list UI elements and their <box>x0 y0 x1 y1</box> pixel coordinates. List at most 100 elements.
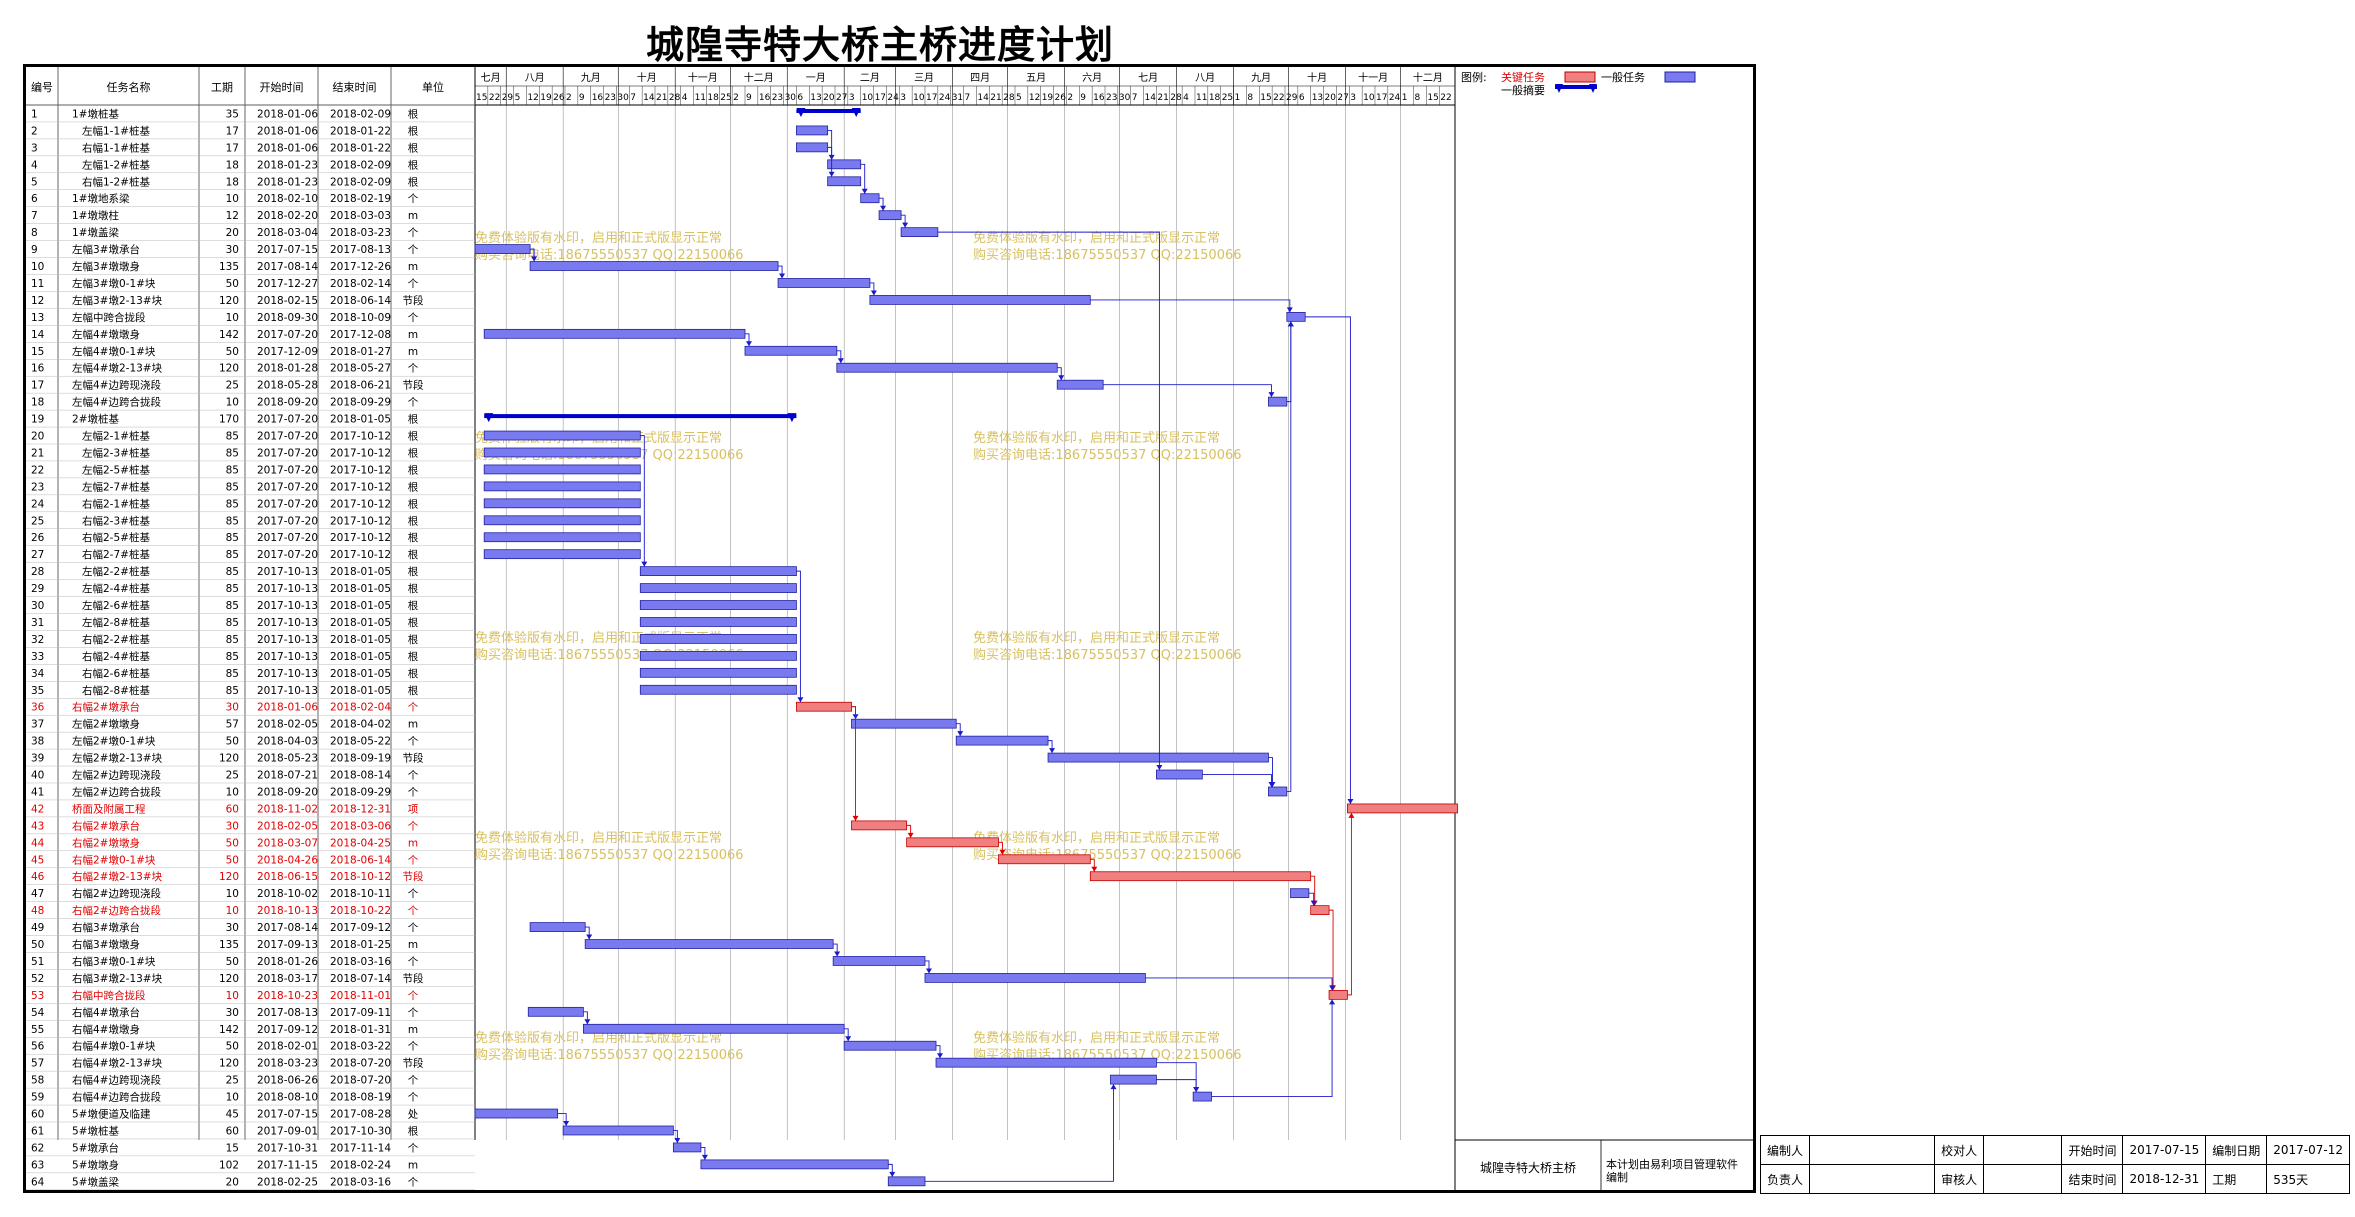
reviewer-value <box>1809 1164 1936 1194</box>
task-unit: 个 <box>408 922 419 934</box>
task-duration: 120 <box>219 973 239 985</box>
watermark-line1: 免费体验版有水印，启用和正式版显示正常 <box>475 230 722 246</box>
task-unit: m <box>408 1159 418 1171</box>
task-id: 13 <box>31 312 44 324</box>
day-tick-label: 10 <box>862 93 874 103</box>
task-name: 5#墩桩基 <box>72 1124 119 1137</box>
task-end: 2017-08-28 <box>330 1109 391 1121</box>
task-id: 50 <box>31 939 44 951</box>
task-name: 左幅2-1#桩基 <box>82 430 150 443</box>
gantt-chart: 编号 任务名称 工期 开始时间 结束时间 单位 七月 八月 九月 十月 十一月 十二月 一月 二月 三月 四月… <box>26 67 1753 1190</box>
task-bar <box>483 498 641 509</box>
task-bar <box>483 549 641 560</box>
task-end: 2017-10-12 <box>330 498 391 510</box>
task-bar <box>639 600 797 610</box>
task-unit: 根 <box>408 514 419 527</box>
dependency-arrowhead <box>586 934 593 940</box>
task-unit: 根 <box>408 650 419 663</box>
task-start: 2018-01-06 <box>257 125 318 137</box>
task-end: 2018-06-14 <box>330 295 391 307</box>
day-tick-label: 4 <box>1183 93 1189 103</box>
day-tick-label: 30 <box>1119 93 1131 103</box>
task-end: 2018-02-24 <box>330 1159 391 1171</box>
dependency-arrowhead <box>1049 748 1056 754</box>
task-id: 52 <box>31 973 44 985</box>
task-start: 2017-10-31 <box>257 1142 318 1154</box>
task-start: 2018-01-06 <box>257 142 318 154</box>
task-unit: 根 <box>408 480 419 493</box>
task-duration: 30 <box>226 244 239 256</box>
task-duration: 10 <box>226 397 239 409</box>
task-bar <box>955 735 1049 746</box>
col-unit-header: 单位 <box>422 80 444 94</box>
task-bar <box>851 718 957 729</box>
task-id: 46 <box>31 871 45 883</box>
task-start: 2018-03-04 <box>257 227 318 239</box>
day-tick-label: 20 <box>823 93 835 103</box>
task-bar <box>1192 1091 1212 1102</box>
legend-critical-label: 关键任务 <box>1501 70 1545 84</box>
signature-table: 编制人 校对人 开始时间 2017-07-15 编制日期 2017-07-12 … <box>1759 1135 2350 1194</box>
task-end: 2018-06-14 <box>330 854 391 866</box>
dependency-arrowhead <box>1329 999 1336 1005</box>
task-name: 右幅2#墩承台 <box>72 819 140 832</box>
task-name: 右幅1-1#桩基 <box>82 141 150 154</box>
task-end: 2018-08-19 <box>330 1092 391 1104</box>
task-id: 10 <box>31 261 44 273</box>
task-start: 2018-02-01 <box>257 1041 318 1053</box>
legend-label: 图例: <box>1461 70 1487 84</box>
dependency-arrowhead <box>828 171 835 177</box>
task-bar <box>1110 1074 1157 1085</box>
dependency-arrowhead <box>701 1154 708 1160</box>
task-end: 2018-10-22 <box>330 905 391 917</box>
task-start: 2017-07-20 <box>257 498 318 510</box>
task-duration: 50 <box>226 854 239 866</box>
task-id: 55 <box>31 1024 44 1036</box>
task-duration: 120 <box>219 753 239 765</box>
task-name: 右幅2-6#桩基 <box>82 667 150 680</box>
task-name: 左幅4#边跨合拢段 <box>72 396 161 409</box>
task-unit: 个 <box>408 820 419 832</box>
day-tick-label: 26 <box>1055 93 1067 103</box>
task-id: 22 <box>31 464 44 476</box>
task-id: 35 <box>31 685 44 697</box>
dependency-link <box>1347 812 1352 996</box>
task-name: 左幅2#边跨合拢段 <box>72 785 161 798</box>
dependency-arrowhead <box>925 968 932 974</box>
task-start: 2018-02-05 <box>257 820 318 832</box>
watermark-line1: 免费体验版有水印，启用和正式版显示正常 <box>475 830 722 846</box>
task-duration: 85 <box>226 600 239 612</box>
task-end: 2018-02-14 <box>330 278 391 290</box>
task-name: 右幅3#墩0-1#块 <box>72 955 156 968</box>
task-bar <box>869 295 1091 305</box>
task-name: 右幅2-2#桩基 <box>82 633 150 646</box>
month-label: 三月 <box>914 72 934 84</box>
day-tick-label: 12 <box>1029 93 1040 103</box>
task-unit: m <box>408 719 418 731</box>
task-duration: 35 <box>226 108 239 120</box>
task-id: 17 <box>31 380 44 392</box>
task-bar <box>639 634 797 644</box>
day-tick-label: 2 <box>1067 93 1073 103</box>
month-label: 八月 <box>525 72 545 84</box>
task-duration: 30 <box>226 1007 239 1019</box>
task-start: 2018-10-23 <box>257 990 318 1002</box>
task-unit: 个 <box>408 888 419 900</box>
task-end: 2018-09-19 <box>330 753 391 765</box>
task-bar <box>483 481 641 492</box>
task-end: 2017-10-30 <box>330 1125 391 1137</box>
task-end: 2017-10-12 <box>330 532 391 544</box>
task-name: 左幅2-7#桩基 <box>82 480 150 493</box>
watermark-line1: 免费体验版有水印，启用和正式版显示正常 <box>973 630 1220 646</box>
watermark-line1: 免费体验版有水印，启用和正式版显示正常 <box>973 230 1220 246</box>
task-name: 左幅4#墩0-1#块 <box>72 345 156 358</box>
day-tick-label: 14 <box>643 93 655 103</box>
task-duration: 85 <box>226 481 239 493</box>
task-unit: 个 <box>408 786 419 798</box>
summary-bar-end-cap <box>851 108 861 117</box>
task-id: 7 <box>31 210 38 222</box>
task-end: 2018-02-09 <box>330 176 391 188</box>
task-end: 2018-01-22 <box>330 125 391 137</box>
dependency-arrowhead <box>1110 1084 1117 1090</box>
dependency-arrowhead <box>1268 392 1275 398</box>
